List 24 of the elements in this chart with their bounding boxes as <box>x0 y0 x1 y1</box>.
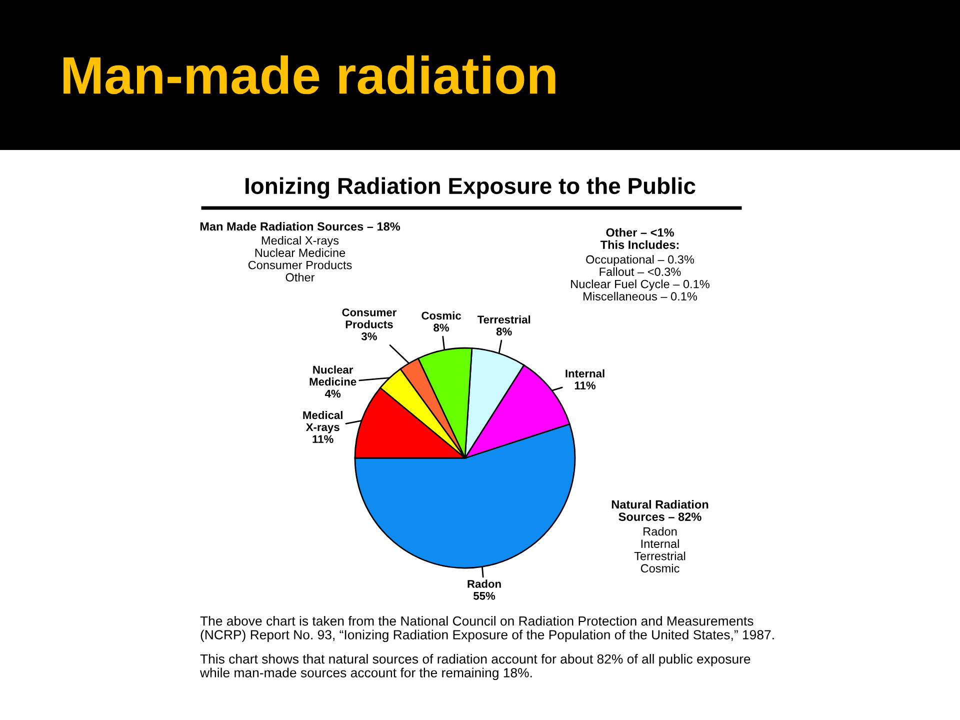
text: Natural Radiation Sources – 82% <box>612 500 708 521</box>
data-label: 55% <box>473 592 496 600</box>
text: This chart shows that natural sources of radiation account for about 82% of all public exposure while man-made sources account for the remaining 18%. <box>200 654 750 680</box>
slice-label: Radon <box>468 580 501 588</box>
text: The above chart is taken from the National Council on Radiation Protection and Measurements (NCRP) Report No. 93, “Ionizing Radiation Exposure of the Population of the United States,” 1987. <box>200 616 774 642</box>
slice-label: Terrestrial <box>477 315 530 324</box>
slice-label: Consumer Products <box>342 308 397 328</box>
data-label: 4% <box>324 390 341 398</box>
text: Medical X-rays Nuclear Medicine Consumer Products Other <box>248 236 352 282</box>
text: Man Made Radiation Sources – 18% <box>200 222 400 231</box>
slice-label: Cosmic <box>422 311 462 320</box>
text: Other – <1% This Includes: <box>600 228 679 249</box>
data-label: 3% <box>361 332 377 340</box>
slice-label: Nuclear Medicine <box>310 366 356 386</box>
slice-label: Internal <box>566 369 604 378</box>
data-label: 11% <box>574 382 596 390</box>
data-label: 11% <box>312 435 334 444</box>
chart-title: Man-made radiation <box>64 55 556 94</box>
text: Radon Internal Terrestrial Cosmic <box>634 527 686 573</box>
chart-subtitle: Ionizing Radiation Exposure to the Public <box>246 177 696 199</box>
data-label: 8% <box>434 324 450 332</box>
slice-label: Medical X-rays <box>303 410 342 434</box>
text: Occupational – 0.3% Fallout – <0.3% Nuclear Fuel Cycle – 0.1% Miscellaneous – 0.1% <box>571 255 710 301</box>
data-label: 8% <box>496 328 512 336</box>
